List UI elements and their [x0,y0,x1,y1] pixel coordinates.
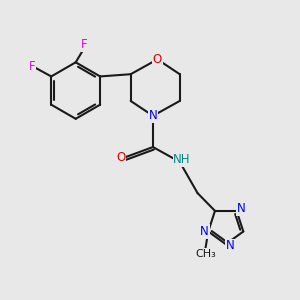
Text: F: F [28,59,35,73]
Text: CH₃: CH₃ [195,249,216,259]
Text: N: N [200,225,209,238]
Text: N: N [226,239,235,252]
Text: NH: NH [173,153,191,166]
Text: F: F [81,38,88,51]
Text: O: O [116,151,126,164]
Text: N: N [148,109,157,122]
Text: O: O [153,53,162,66]
Text: N: N [237,202,245,215]
